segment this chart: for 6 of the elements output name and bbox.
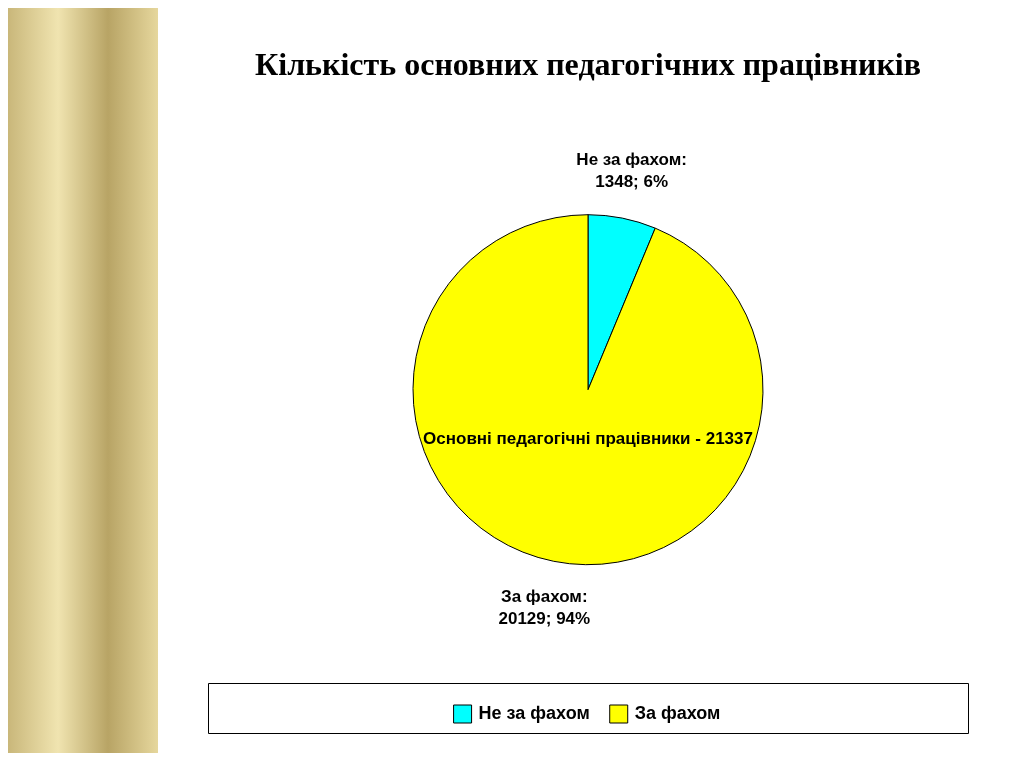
chart-title: Кількість основних педагогічних працівників xyxy=(255,46,921,83)
legend-label: Не за фахом xyxy=(478,702,590,723)
data-label: Не за фахом: 1348; 6% xyxy=(576,149,687,191)
legend-label: За фахом xyxy=(634,702,721,723)
text: Основні педагогічні працівники - 21337 xyxy=(423,429,753,449)
data-label: За фахом: 20129; 94% xyxy=(498,587,591,629)
